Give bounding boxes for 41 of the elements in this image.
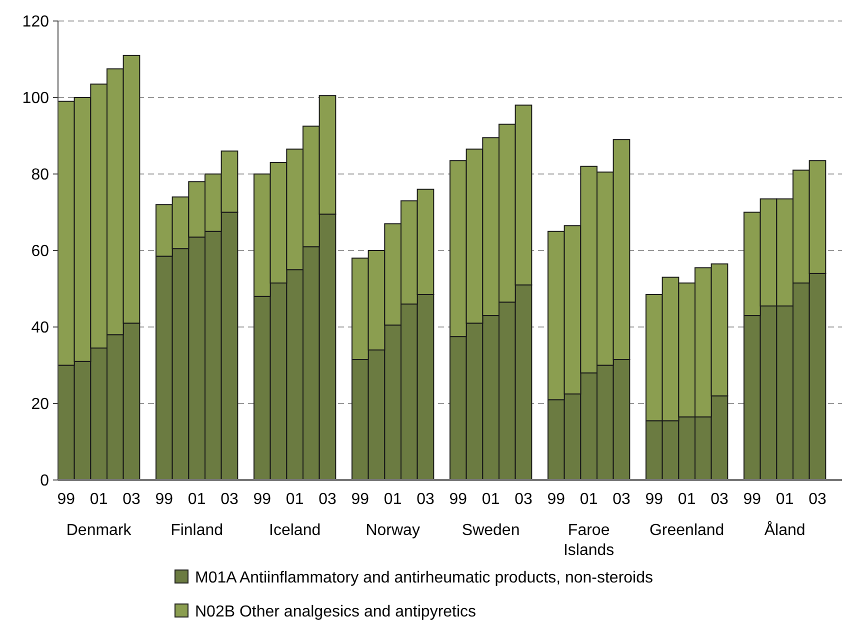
x-tick-label: 99 <box>253 491 272 508</box>
x-tick-label: 03 <box>416 491 434 508</box>
x-tick-label: 99 <box>743 491 762 508</box>
text: Norway <box>366 522 420 539</box>
x-tick-label: 01 <box>286 491 304 508</box>
x-tick-label: 99 <box>57 491 76 508</box>
x-tick-label: 01 <box>580 491 598 508</box>
x-tick-label: 01 <box>188 491 206 508</box>
text: Åland <box>764 521 806 539</box>
text: Iceland <box>269 522 321 539</box>
x-tick-label: 01 <box>482 491 500 508</box>
x-tick-label: 01 <box>776 491 794 508</box>
y-tick-label: 20 <box>31 396 50 414</box>
x-tick-label: 01 <box>384 491 402 508</box>
x-tick-label: 03 <box>612 491 630 508</box>
x-tick-label: 03 <box>514 491 532 508</box>
x-tick-label: 01 <box>90 491 108 508</box>
x-tick-label: 03 <box>710 491 728 508</box>
x-tick-label: 99 <box>351 491 370 508</box>
text: Sweden <box>462 522 520 539</box>
x-tick-label: 99 <box>645 491 664 508</box>
legend-label: M01A Antiinflammatory and antirheumatic products, non-steroids <box>195 570 654 587</box>
y-tick-label: 120 <box>22 14 50 31</box>
x-tick-label: 03 <box>808 491 826 508</box>
text: Finland <box>170 522 224 539</box>
text: Denmark <box>66 522 132 539</box>
x-tick-label: 01 <box>678 491 696 508</box>
x-tick-label: 99 <box>449 491 468 508</box>
x-tick-label: 03 <box>318 491 336 508</box>
x-tick-label: 99 <box>155 491 174 508</box>
y-tick-label: 0 <box>40 472 50 490</box>
text: Faroe Islands <box>563 522 614 559</box>
y-tick-label: 60 <box>31 243 50 260</box>
y-tick-label: 100 <box>22 90 50 108</box>
x-tick-label: 03 <box>122 491 140 508</box>
legend-label: N02B Other analgesics and antipyretics <box>195 604 476 621</box>
x-tick-label: 03 <box>220 491 238 508</box>
x-tick-label: 99 <box>547 491 566 508</box>
text: Greenland <box>649 522 724 539</box>
y-tick-label: 40 <box>31 320 50 337</box>
y-tick-label: 80 <box>31 166 50 184</box>
